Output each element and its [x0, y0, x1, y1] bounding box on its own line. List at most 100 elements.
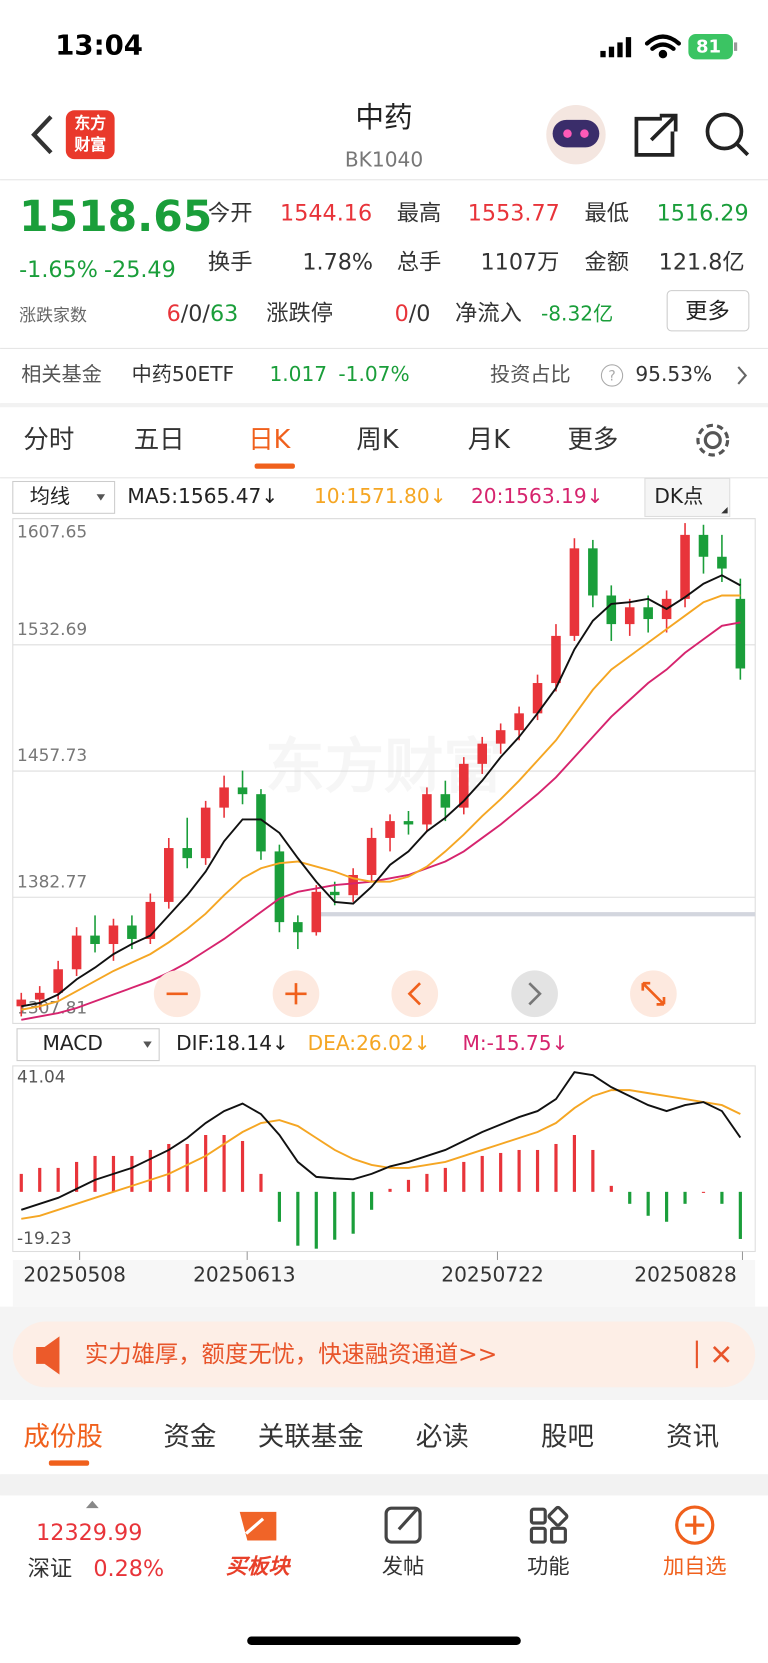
- battery: [688, 33, 733, 60]
- icon: [641, 981, 666, 1006]
- field-label: 金额: [584, 250, 629, 276]
- candle-body: [366, 837, 377, 875]
- chart-tab[interactable]: 周K: [356, 425, 399, 455]
- y-tick-label: 1457.73: [17, 745, 87, 765]
- date-label: 20250828: [634, 1262, 737, 1286]
- candle-body: [274, 851, 285, 923]
- footer-button[interactable]: 发帖: [382, 1555, 424, 1580]
- ma20-line: [21, 621, 741, 1021]
- help-mark[interactable]: ?: [608, 369, 615, 385]
- candle-body: [735, 598, 746, 669]
- change-pct: -1.65%: [19, 257, 98, 283]
- candle-body: [680, 534, 690, 599]
- dk-label[interactable]: DK点: [654, 484, 703, 508]
- prev-button[interactable]: [391, 970, 439, 1018]
- candle-body: [145, 901, 156, 939]
- back-button[interactable]: [31, 115, 53, 155]
- field-label: 换手: [208, 250, 253, 276]
- ratio-label: 投资占比: [490, 362, 571, 386]
- chart-tab[interactable]: 日K: [248, 425, 291, 455]
- add-icon: [675, 1505, 715, 1545]
- footer-button[interactable]: 买板块: [226, 1555, 291, 1580]
- section-tab[interactable]: 资金: [163, 1422, 216, 1453]
- macd-bar: [259, 1173, 263, 1192]
- date-label: 20250722: [441, 1262, 544, 1286]
- candle-body: [717, 556, 727, 569]
- search-button[interactable]: [705, 112, 750, 157]
- section-tab[interactable]: 必读: [416, 1422, 469, 1453]
- chevron[interactable]: [737, 366, 748, 385]
- candle-body: [348, 874, 358, 896]
- field-value: 121.8亿: [659, 250, 745, 276]
- change: -25.49: [104, 257, 176, 283]
- dk-button[interactable]: [644, 477, 731, 518]
- more-button[interactable]: [666, 290, 750, 332]
- limit-counts: 0/0: [395, 300, 431, 326]
- inflow: -8.32亿: [541, 301, 613, 325]
- chart-tab[interactable]: 更多: [567, 425, 618, 455]
- candle-body: [237, 787, 248, 795]
- field-label: 最高: [397, 201, 442, 227]
- corner-mark: [721, 506, 728, 514]
- macd-bar: [443, 1167, 447, 1192]
- candle-body: [551, 635, 561, 684]
- candle-body: [495, 730, 506, 744]
- y-tick-label: -19.23: [17, 1228, 72, 1248]
- footer-button[interactable]: 加自选: [663, 1555, 727, 1580]
- inflow-label: 净流入: [455, 300, 522, 326]
- battery-tip: [733, 42, 738, 51]
- y-tick-label: 41.04: [17, 1067, 66, 1087]
- settings-icon[interactable]: [696, 423, 730, 457]
- chart-tab[interactable]: 分时: [23, 425, 74, 455]
- macd-bar: [665, 1191, 669, 1222]
- help-icon[interactable]: [600, 364, 624, 387]
- tab-indicator: [254, 463, 295, 469]
- macd-bar: [499, 1152, 503, 1192]
- candle-body: [440, 794, 451, 808]
- section-tab[interactable]: 资讯: [666, 1422, 719, 1453]
- fund-name[interactable]: 中药50ETF: [132, 362, 235, 386]
- ma-selector-label[interactable]: 均线: [30, 484, 70, 508]
- candle-body: [698, 534, 709, 557]
- field-value: 1544.16: [280, 201, 372, 227]
- macd-bar: [425, 1173, 429, 1192]
- dif-legend: DIF:18.14↓: [176, 1031, 289, 1055]
- indicator-selector-label[interactable]: MACD: [42, 1031, 102, 1055]
- promo-banner[interactable]: [12, 1321, 756, 1388]
- page-title: 中药: [355, 100, 412, 134]
- macd-bar: [185, 1143, 189, 1192]
- y-tick-label: 1307.81: [17, 998, 87, 1018]
- assistant-avatar[interactable]: [546, 104, 606, 165]
- next-button[interactable]: [511, 970, 558, 1018]
- ma10-legend: 10:1571.80↓: [314, 484, 447, 508]
- fund-change: -1.07%: [338, 362, 409, 386]
- indicator-selector[interactable]: [16, 1028, 160, 1062]
- ma-selector[interactable]: [12, 480, 116, 514]
- section-tab[interactable]: 关联基金: [258, 1422, 364, 1453]
- candle-body: [164, 848, 174, 902]
- share-button[interactable]: [634, 113, 678, 157]
- support-line: [312, 912, 756, 917]
- page-code: BK1040: [345, 148, 423, 172]
- dea-line: [21, 1089, 741, 1220]
- candle-body: [459, 763, 469, 808]
- section-tab[interactable]: 成份股: [23, 1422, 103, 1453]
- close-banner[interactable]: [712, 1346, 730, 1363]
- macd-bar: [314, 1191, 318, 1249]
- macd-bar: [38, 1167, 42, 1192]
- section-tab[interactable]: 股吧: [541, 1422, 594, 1453]
- macd-frame: [12, 1065, 756, 1253]
- candle-body: [329, 891, 340, 896]
- more-button-label[interactable]: 更多: [685, 298, 730, 324]
- y-tick-label: 1532.69: [17, 619, 87, 639]
- banner-text[interactable]: 实力雄厚，额度无忧，快速融资通道>>: [85, 1340, 497, 1368]
- fund-price: 1.017: [269, 362, 327, 386]
- candle-body: [532, 683, 543, 714]
- dropdown-arrow: [96, 494, 106, 501]
- chart-tab[interactable]: 五日: [134, 425, 185, 455]
- chart-tab[interactable]: 月K: [468, 425, 511, 455]
- macd-bar: [222, 1135, 226, 1192]
- candle-body: [311, 891, 322, 933]
- footer-button[interactable]: 功能: [527, 1555, 569, 1580]
